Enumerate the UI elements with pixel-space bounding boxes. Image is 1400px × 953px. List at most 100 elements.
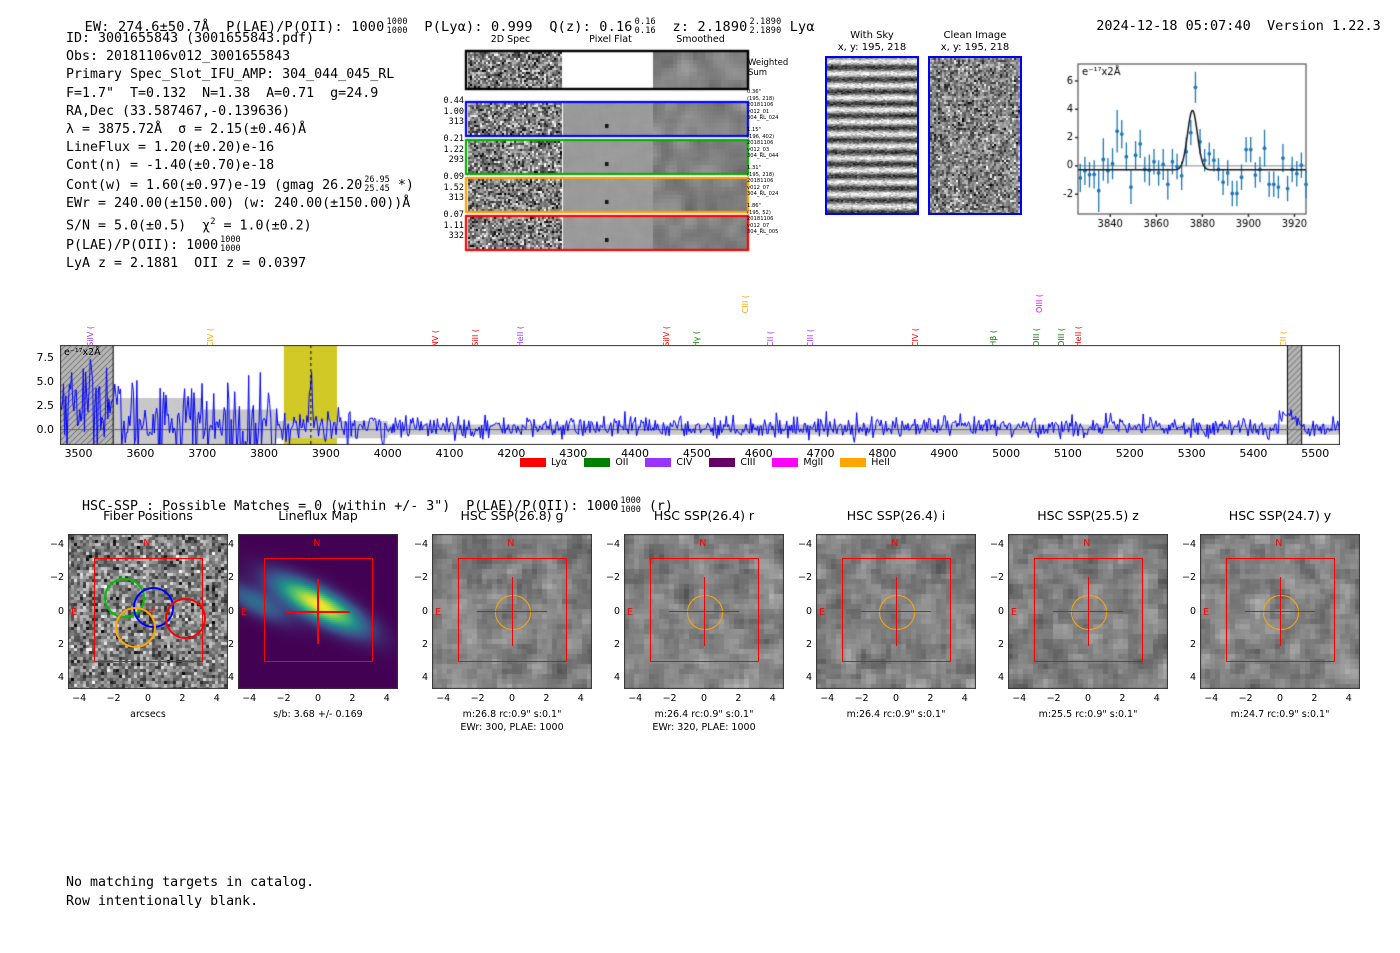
panel-caption: m:26.8 rc:0.9" s:0.1" bbox=[462, 709, 562, 720]
legend-item: CIV bbox=[645, 457, 692, 468]
cutout-panel-row: Fiber Positions N E + −4 −2 0 2 4 −4 −2 0 2 4 arcsecs L… bbox=[0, 508, 1400, 738]
panel-xtick: −2 bbox=[276, 693, 291, 704]
source-info-block: ID: 3001655843 (3001655843.pdf) Obs: 201… bbox=[66, 30, 414, 273]
panel-xtick: 4 bbox=[1153, 693, 1160, 704]
spectrum-ytick: 0.0 bbox=[36, 422, 55, 436]
panel-ytick: 0 bbox=[57, 605, 64, 617]
panel-xtick: 4 bbox=[1345, 693, 1352, 704]
legend-swatch bbox=[772, 458, 799, 467]
panel-ytick: 0 bbox=[421, 605, 428, 617]
line-fit-chart bbox=[1038, 52, 1316, 248]
compass-north: N bbox=[1275, 538, 1283, 549]
panel-xtick: 0 bbox=[1276, 693, 1284, 704]
panel-xtick: −4 bbox=[242, 693, 257, 704]
spectrum-legend: Lyα OII CIV CIII MgII HeII bbox=[520, 452, 907, 471]
header-qz-fraction: 0.16 0.16 bbox=[634, 17, 656, 36]
aperture-box bbox=[842, 558, 951, 663]
header-qz: Q(z): 0.16 bbox=[549, 19, 633, 35]
spectrum-xtick: 4600 bbox=[744, 447, 773, 460]
line-fit-canvas bbox=[1038, 52, 1316, 248]
panel-ytick: −4 bbox=[797, 538, 812, 550]
panel-ytick: −2 bbox=[413, 572, 428, 584]
info-redshift-solutions: LyA z = 2.1881 OII z = 0.0397 bbox=[66, 255, 307, 271]
hsc-header-text: HSC-SSP : Possible Matches = 0 (within +… bbox=[82, 499, 619, 514]
two-d-row-1-metrics: 0.44 1.00 313 bbox=[443, 96, 464, 127]
panel-ytick: 4 bbox=[997, 672, 1004, 684]
header-redshift: z: 2.1890 bbox=[672, 19, 748, 35]
legend-swatch bbox=[709, 458, 736, 467]
col-title-2dspec: 2D Spec bbox=[490, 34, 531, 45]
legend-label: CIII bbox=[740, 457, 756, 468]
source-aperture-circle bbox=[1071, 594, 1107, 631]
panel-xtick: −2 bbox=[1046, 693, 1061, 704]
two-d-row-2-identifier: 1.15" (196, 402) 20181106 v012_03 304_RL_044 bbox=[747, 127, 779, 160]
header-plae-label: P(LAE)/P(OII): 1000 bbox=[226, 19, 385, 35]
emission-line-label: OIII ( bbox=[1035, 293, 1045, 313]
crosshair-vertical bbox=[1279, 577, 1281, 646]
panel-ytick: 2 bbox=[227, 638, 234, 650]
panel-xtick: 4 bbox=[769, 693, 776, 704]
panel-ytick: −4 bbox=[989, 538, 1004, 550]
header-plya: P(Lyα): 0.999 bbox=[424, 19, 533, 35]
full-spectrum-chart: SiIV (CIV (NV (SiII (HeII (CIII (SiIV (H… bbox=[37, 275, 1340, 470]
emission-line-label: HeII ( bbox=[515, 325, 525, 347]
panel-ytick: −2 bbox=[989, 572, 1004, 584]
panel-xtick: 2 bbox=[927, 693, 934, 704]
spectrum-xtick: 3600 bbox=[126, 447, 155, 460]
compass-east: E bbox=[819, 606, 826, 618]
aperture-box bbox=[458, 558, 567, 663]
compass-north: N bbox=[143, 538, 151, 549]
panel-ytick: −4 bbox=[413, 538, 428, 550]
spectrum-xtick: 4900 bbox=[930, 447, 959, 460]
fiber-circle bbox=[164, 597, 206, 639]
panel-xtick: 2 bbox=[1311, 693, 1318, 704]
panel-caption: m:25.5 rc:0.9" s:0.1" bbox=[1038, 709, 1138, 720]
panel-xtick: 4 bbox=[577, 693, 584, 704]
two-d-spectrum-panel: 2D Spec Pixel Flat Smoothed Weighted Sum bbox=[463, 34, 788, 258]
panel-xtick: 0 bbox=[144, 693, 152, 704]
legend-label: OII bbox=[615, 457, 629, 468]
info-primary-spec: Primary Spec_Slot_IFU_AMP: 304_044_045_R… bbox=[66, 67, 395, 83]
panel-ytick: 4 bbox=[227, 672, 234, 684]
panel-xtick: 4 bbox=[213, 693, 220, 704]
legend-label: MgII bbox=[803, 457, 824, 468]
info-lineflux: LineFlux = 1.20(±0.20)e-16 bbox=[66, 140, 275, 156]
panel-xtick: 2 bbox=[179, 693, 186, 704]
info-obs: Obs: 20181106v012_3001655843 bbox=[66, 49, 291, 65]
panel-caption: arcsecs bbox=[130, 709, 166, 720]
info-cont-w: Cont(w) = 1.60(±0.97)e-19 (gmag 26.20 26.… bbox=[66, 174, 414, 194]
spectrum-xtick: 5500 bbox=[1301, 447, 1330, 460]
panel-ytick: 4 bbox=[57, 672, 64, 684]
source-aperture-circle bbox=[495, 594, 531, 631]
panel-ytick: 4 bbox=[421, 672, 428, 684]
spectrum-xtick: 5000 bbox=[992, 447, 1021, 460]
target-marker: + bbox=[148, 604, 156, 616]
info-gmag-fraction: 26.95 25.45 bbox=[364, 174, 390, 194]
panel-xtick: −2 bbox=[854, 693, 869, 704]
panel-ytick: 0 bbox=[997, 605, 1004, 617]
panel-ytick: 0 bbox=[227, 605, 234, 617]
info-ewr: EWr = 240.00(±150.00) (w: 240.00(±150.00… bbox=[66, 195, 411, 211]
spectrum-xtick: 3800 bbox=[250, 447, 279, 460]
col-title-pixelflat: Pixel Flat bbox=[589, 34, 632, 45]
header-version: Version 1.22.3 bbox=[1266, 18, 1381, 34]
info-id: ID: 3001655843 (3001655843.pdf) bbox=[66, 31, 315, 46]
panel-title: HSC SSP(25.5) z bbox=[1037, 508, 1139, 523]
two-d-row-3-identifier: 1.31" (195, 218) 20181106 v012_07 304_RL_024 bbox=[747, 165, 779, 198]
info-cont-n: Cont(n) = -1.40(±0.70)e-18 bbox=[66, 158, 275, 174]
spectrum-y-axis-ticks: 0.0 2.5 5.0 7.5 bbox=[22, 345, 58, 445]
source-aperture-circle bbox=[879, 594, 915, 631]
compass-east: E bbox=[241, 606, 248, 618]
spectrum-xtick: 4000 bbox=[373, 447, 402, 460]
panel-ytick: −2 bbox=[49, 572, 64, 584]
cutout-clean-img bbox=[928, 56, 1022, 215]
panel-xtick: −4 bbox=[628, 693, 643, 704]
compass-east: E bbox=[1011, 606, 1018, 618]
panel-xtick: 0 bbox=[1084, 693, 1092, 704]
panel-xtick: −2 bbox=[470, 693, 485, 704]
fiber-circle bbox=[115, 607, 156, 648]
panel-ytick: 2 bbox=[997, 638, 1004, 650]
aperture-box bbox=[650, 558, 759, 663]
emission-line-labels: SiIV (CIV (NV (SiII (HeII (CIII (SiIV (H… bbox=[60, 275, 1340, 347]
two-d-row-3-metrics: 0.09 1.52 313 bbox=[443, 172, 464, 203]
